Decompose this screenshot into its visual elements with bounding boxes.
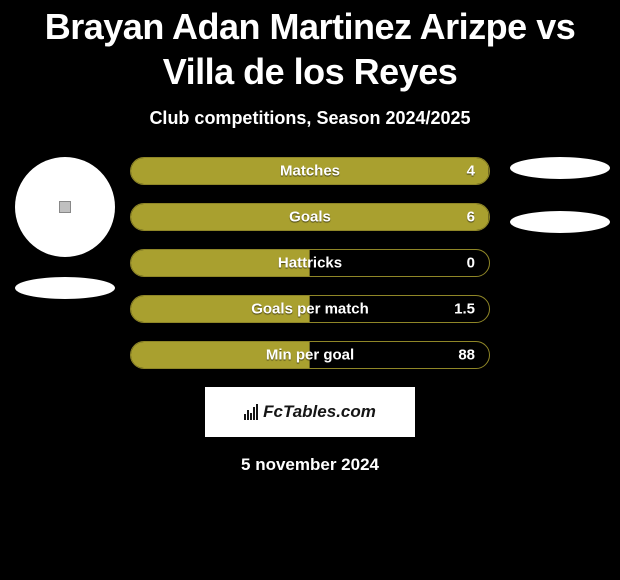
stat-bar: Goals per match 1.5	[130, 295, 490, 323]
stat-bar: Min per goal 88	[130, 341, 490, 369]
stat-label: Hattricks	[278, 255, 342, 272]
stats-bars: Matches 4 Goals 6 Hattricks 0 Goals per match 1…	[130, 157, 490, 369]
logo-bars-icon	[244, 404, 258, 420]
stat-value: 1.5	[454, 301, 475, 318]
logo-label: FcTables.com	[263, 402, 376, 422]
stat-label: Min per goal	[266, 347, 354, 364]
stat-value: 88	[458, 347, 475, 364]
team-marker-2	[510, 211, 610, 233]
team-column	[510, 157, 610, 265]
stat-value: 4	[467, 163, 475, 180]
player-shadow	[15, 277, 115, 299]
stat-value: 6	[467, 209, 475, 226]
date-label: 5 november 2024	[0, 455, 620, 475]
team-marker-1	[510, 157, 610, 179]
comparison-content: Matches 4 Goals 6 Hattricks 0 Goals per match 1…	[0, 157, 620, 369]
stat-bar: Matches 4	[130, 157, 490, 185]
stat-bar: Goals 6	[130, 203, 490, 231]
stat-label: Matches	[280, 163, 340, 180]
stat-label: Goals per match	[251, 301, 369, 318]
player-column	[10, 157, 120, 299]
stat-value: 0	[467, 255, 475, 272]
fctables-logo: FcTables.com	[205, 387, 415, 437]
stat-label: Goals	[289, 209, 331, 226]
page-title: Brayan Adan Martinez Arizpe vs Villa de …	[0, 0, 620, 94]
player-avatar	[15, 157, 115, 257]
logo-text: FcTables.com	[244, 402, 376, 422]
stat-bar: Hattricks 0	[130, 249, 490, 277]
avatar-placeholder-icon	[59, 201, 71, 213]
subtitle: Club competitions, Season 2024/2025	[0, 108, 620, 129]
